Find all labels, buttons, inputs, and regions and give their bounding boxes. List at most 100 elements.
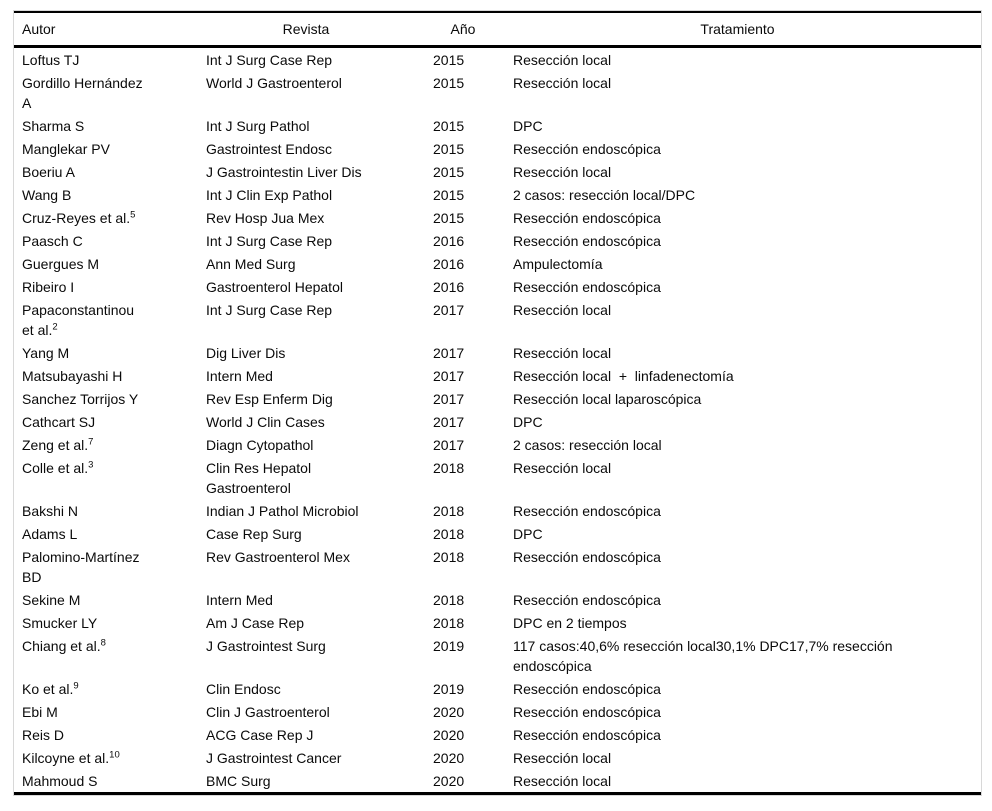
cell-tratamiento: Resección local: [513, 301, 612, 318]
cell-autor: Wang B: [22, 186, 72, 203]
table-container: Autor Revista Año Tratamiento Loftus TJ I…: [13, 10, 982, 796]
cell-revista: Gastroenterol Hepatol: [206, 278, 343, 295]
citation-superscript: 9: [73, 679, 79, 691]
cell-ano: 2015: [433, 117, 465, 134]
table-row: Papaconstantinou et al.2 Int J Surg Case …: [14, 298, 981, 341]
cell-revista: Int J Clin Exp Pathol: [206, 186, 333, 203]
cell-revista: Rev Hosp Jua Mex: [206, 209, 325, 226]
cell-autor: Colle et al.3: [22, 458, 94, 476]
cell-tratamiento: Resección endoscópica: [513, 278, 661, 295]
studies-table: Autor Revista Año Tratamiento Loftus TJ I…: [14, 11, 981, 795]
table-body: Loftus TJ Int J Surg Case Rep 2015 Resecció…: [14, 47, 981, 794]
cell-autor: Chiang et al.8: [22, 636, 106, 654]
cell-ano: 2015: [433, 163, 465, 180]
cell-ano: 2018: [433, 614, 465, 631]
cell-tratamiento: Resección endoscópica: [513, 232, 661, 249]
cell-autor: Reis D: [22, 726, 65, 743]
cell-ano: 2016: [433, 255, 465, 272]
cell-revista: Int J Surg Case Rep: [206, 51, 333, 68]
citation-superscript: 7: [88, 435, 94, 447]
cell-tratamiento: Resección local laparoscópica: [513, 390, 702, 407]
cell-ano: 2018: [433, 591, 465, 608]
cell-ano: 2018: [433, 525, 465, 542]
table-row: Guergues M Ann Med Surg 2016 Ampulectomía: [14, 252, 981, 275]
table-row: Mahmoud S BMC Surg 2020 Resección local: [14, 769, 981, 794]
cell-tratamiento: Resección local + linfadenectomía: [513, 367, 734, 384]
cell-autor: Ebi M: [22, 703, 58, 720]
column-header-autor: Autor: [22, 21, 56, 37]
cell-tratamiento: Resección endoscópica: [513, 703, 661, 720]
citation-superscript: 8: [100, 636, 106, 648]
table-row: Reis D ACG Case Rep J 2020 Resección endosc…: [14, 723, 981, 746]
table-row: Bakshi N Indian J Pathol Microbiol 2018 Res…: [14, 499, 981, 522]
cell-tratamiento: Resección endoscópica: [513, 548, 661, 565]
citation-superscript: 3: [88, 458, 94, 470]
cell-ano: 2017: [433, 367, 465, 384]
cell-autor: Matsubayashi H: [22, 367, 123, 384]
cell-tratamiento: Resección endoscópica: [513, 502, 661, 519]
cell-revista: Case Rep Surg: [206, 525, 302, 542]
cell-autor: Smucker LY: [22, 614, 98, 631]
table-row: Boeriu A J Gastrointestin Liver Dis 2015 Re…: [14, 160, 981, 183]
cell-revista: ACG Case Rep J: [206, 726, 314, 743]
cell-revista: Ann Med Surg: [206, 255, 296, 272]
table-row: Kilcoyne et al.10 J Gastrointest Cancer 20…: [14, 746, 981, 769]
table-row: Sanchez Torrijos Y Rev Esp Enferm Dig 2017…: [14, 387, 981, 410]
cell-revista: Rev Gastroenterol Mex: [206, 548, 350, 565]
cell-autor: Mahmoud S: [22, 772, 98, 789]
citation-superscript: 5: [130, 208, 136, 220]
table-row: Colle et al.3 Clin Res Hepatol Gastroente…: [14, 456, 981, 499]
cell-ano: 2015: [433, 140, 465, 157]
cell-tratamiento: DPC: [513, 413, 543, 430]
cell-autor: Adams L: [22, 525, 78, 542]
cell-revista: Clin Endosc: [206, 680, 281, 697]
cell-ano: 2018: [433, 502, 465, 519]
cell-ano: 2017: [433, 301, 465, 318]
cell-tratamiento: Resección local: [513, 51, 612, 68]
cell-tratamiento: 117 casos:40,6% resección local30,1% DPC…: [513, 637, 893, 674]
cell-revista: Clin J Gastroenterol: [206, 703, 330, 720]
table-row: Matsubayashi H Intern Med 2017 Resección lo…: [14, 364, 981, 387]
cell-autor: Guergues M: [22, 255, 100, 272]
cell-tratamiento: DPC: [513, 117, 543, 134]
header-row: Autor Revista Año Tratamiento: [14, 12, 981, 47]
cell-ano: 2017: [433, 344, 465, 361]
cell-autor: Boeriu A: [22, 163, 75, 180]
cell-ano: 2016: [433, 278, 465, 295]
cell-ano: 2017: [433, 390, 465, 407]
table-row: Cruz-Reyes et al.5 Rev Hosp Jua Mex 2015 Re…: [14, 206, 981, 229]
cell-ano: 2020: [433, 749, 465, 766]
cell-tratamiento: DPC en 2 tiempos: [513, 614, 627, 631]
cell-autor: Paasch C: [22, 232, 83, 249]
citation-superscript: 10: [109, 748, 120, 760]
column-header-revista: Revista: [282, 21, 330, 37]
cell-revista: J Gastrointest Surg: [206, 637, 326, 654]
cell-ano: 2015: [433, 51, 465, 68]
table-row: Ribeiro I Gastroenterol Hepatol 2016 Resecc…: [14, 275, 981, 298]
cell-autor: Palomino-Martínez BD: [22, 548, 140, 585]
table-row: Zeng et al.7 Diagn Cytopathol 2017 2 casos:…: [14, 433, 981, 456]
cell-revista: J Gastrointestin Liver Dis: [206, 163, 362, 180]
cell-revista: World J Gastroenterol: [206, 74, 342, 91]
cell-revista: Am J Case Rep: [206, 614, 305, 631]
cell-revista: Dig Liver Dis: [206, 344, 286, 361]
column-header-tratamiento: Tratamiento: [700, 21, 775, 37]
cell-tratamiento: Resección endoscópica: [513, 591, 661, 608]
table-row: Ko et al.9 Clin Endosc 2019 Resección endos…: [14, 677, 981, 700]
cell-revista: Int J Surg Pathol: [206, 117, 310, 134]
cell-tratamiento: 2 casos: resección local: [513, 436, 662, 453]
cell-tratamiento: Resección endoscópica: [513, 209, 661, 226]
cell-revista: Int J Surg Case Rep: [206, 301, 333, 318]
cell-revista: Int J Surg Case Rep: [206, 232, 333, 249]
cell-tratamiento: Resección local: [513, 74, 612, 91]
cell-autor: Zeng et al.7: [22, 435, 94, 453]
cell-ano: 2017: [433, 413, 465, 430]
table-row: Sharma S Int J Surg Pathol 2015 DPC: [14, 114, 981, 137]
cell-ano: 2016: [433, 232, 465, 249]
table-row: Yang M Dig Liver Dis 2017 Resección local: [14, 341, 981, 364]
cell-revista: Indian J Pathol Microbiol: [206, 502, 359, 519]
cell-ano: 2017: [433, 436, 465, 453]
cell-ano: 2018: [433, 548, 465, 565]
cell-ano: 2018: [433, 459, 465, 476]
cell-revista: Diagn Cytopathol: [206, 436, 314, 453]
